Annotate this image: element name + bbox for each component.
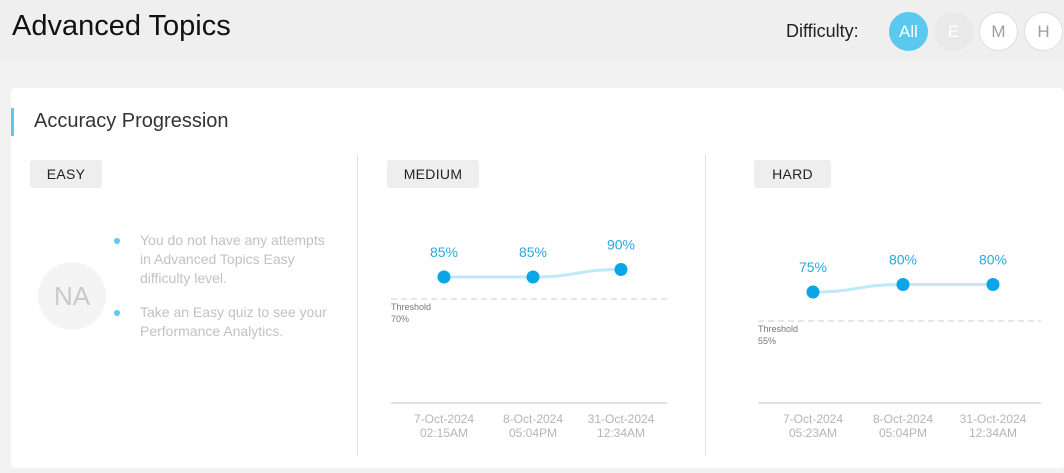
difficulty-hard-button[interactable]: H (1024, 12, 1063, 51)
medium-pill: MEDIUM (387, 160, 479, 188)
divider (357, 154, 358, 456)
medium-data-point (614, 263, 628, 276)
hard-data-label: 75% (799, 259, 827, 275)
difficulty-easy-button[interactable]: E (934, 12, 973, 51)
medium-data-point (526, 270, 540, 284)
medium-data-point (437, 270, 451, 284)
medium-x-tick-date: 7-Oct-2024 (414, 412, 474, 426)
easy-message-2: Take an Easy quiz to see your Performanc… (140, 304, 327, 339)
hard-x-tick-time: 05:23AM (789, 426, 837, 440)
card-accent-bar (11, 108, 14, 136)
page-title: Advanced Topics (12, 10, 231, 42)
medium-x-tick-date: 31-Oct-2024 (588, 412, 655, 426)
hard-x-tick-date: 8-Oct-2024 (873, 412, 933, 426)
hard-threshold-label: Threshold (758, 324, 798, 334)
medium-x-tick-time: 05:04PM (509, 426, 557, 440)
divider (705, 154, 706, 456)
hard-threshold-value: 55% (758, 336, 776, 346)
accuracy-progression-card: Accuracy Progression EASY NA You do not … (11, 88, 1064, 468)
hard-x-tick-time: 12:34AM (969, 426, 1017, 440)
hard-data-point (986, 278, 1000, 291)
medium-x-tick-time: 02:15AM (420, 426, 468, 440)
medium-x-tick-date: 8-Oct-2024 (503, 412, 563, 426)
medium-threshold-label: Threshold (391, 302, 431, 312)
hard-x-tick-time: 05:04PM (879, 426, 927, 440)
na-avatar: NA (38, 262, 106, 330)
bullet-icon (114, 310, 120, 316)
easy-pill: EASY (30, 160, 102, 188)
page-header: Advanced Topics Difficulty: All E M H (0, 0, 1064, 60)
card-title: Accuracy Progression (34, 110, 229, 132)
bullet-icon (114, 238, 120, 244)
hard-data-label: 80% (889, 252, 917, 268)
hard-x-tick-date: 31-Oct-2024 (960, 412, 1027, 426)
hard-data-point (896, 278, 910, 291)
medium-data-label: 90% (607, 237, 635, 253)
difficulty-label: Difficulty: (786, 21, 859, 41)
hard-x-tick-date: 7-Oct-2024 (783, 412, 843, 426)
difficulty-medium-button[interactable]: M (979, 12, 1018, 51)
medium-data-label: 85% (519, 244, 547, 260)
hard-pill: HARD (754, 160, 831, 188)
easy-message-1: You do not have any attempts in Advanced… (140, 232, 325, 286)
hard-data-label: 80% (979, 252, 1007, 268)
hard-data-point (806, 285, 820, 299)
medium-threshold-value: 70% (391, 314, 409, 324)
medium-x-tick-time: 12:34AM (597, 426, 645, 440)
medium-data-label: 85% (430, 244, 458, 260)
accuracy-charts: Threshold70%85%7-Oct-202402:15AM85%8-Oct… (391, 237, 1041, 440)
difficulty-all-button[interactable]: All (889, 12, 928, 51)
